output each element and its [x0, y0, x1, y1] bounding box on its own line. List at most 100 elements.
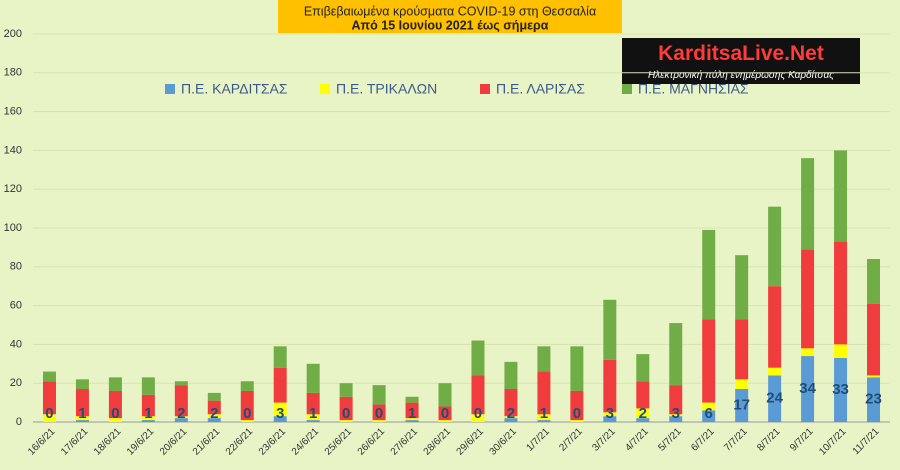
- bar-segment: [669, 414, 683, 417]
- bar-segment: [867, 377, 881, 422]
- data-label: 24: [766, 390, 783, 407]
- bar-segment: [75, 416, 89, 421]
- bar-segment: [570, 390, 584, 421]
- bar-segment: [174, 385, 188, 417]
- data-label: 1: [408, 405, 416, 422]
- bar-segment: [702, 319, 716, 403]
- bar-segment: [75, 379, 89, 390]
- bar-segment: [75, 389, 89, 417]
- bar-segment: [570, 420, 584, 422]
- bar-segment: [339, 383, 353, 397]
- data-label: 3: [672, 405, 680, 422]
- bar-segment: [174, 416, 188, 419]
- bar-segment: [438, 406, 452, 421]
- bar-segment: [504, 389, 518, 417]
- bar-segment: [537, 346, 551, 372]
- bar-segment: [438, 383, 452, 407]
- bar-segment: [108, 390, 122, 419]
- bar-segment: [240, 381, 254, 391]
- y-tick-label: 200: [4, 28, 22, 40]
- y-tick-label: 0: [16, 416, 22, 428]
- y-tick-label: 60: [10, 300, 22, 312]
- bar-segment: [702, 410, 716, 422]
- bar-segment: [240, 390, 254, 421]
- data-label: 2: [639, 405, 647, 422]
- bar-segment: [669, 385, 683, 415]
- bar-segment: [207, 414, 221, 419]
- y-tick-label: 20: [10, 377, 22, 389]
- bar-segment: [471, 414, 485, 422]
- title-box: [278, 0, 622, 33]
- bar-segment: [372, 420, 386, 422]
- data-label: 2: [210, 405, 218, 422]
- bar-segment: [306, 392, 320, 415]
- data-label: 0: [45, 405, 53, 422]
- bar-segment: [75, 420, 89, 422]
- data-label: 2: [507, 405, 515, 422]
- bar-segment: [834, 344, 848, 358]
- data-label: 0: [573, 405, 581, 422]
- bar-segment: [768, 367, 782, 376]
- bar-segment: [735, 379, 749, 390]
- bar-segment: [636, 354, 650, 382]
- data-label: 1: [309, 405, 317, 422]
- legend-swatch: [622, 84, 632, 94]
- logo-text: KarditsaLive.Net: [658, 42, 824, 65]
- bar-segment: [801, 249, 815, 349]
- data-label: 1: [78, 405, 86, 422]
- bar-segment: [735, 255, 749, 320]
- data-label: 0: [243, 405, 251, 422]
- bar-segment: [636, 381, 650, 409]
- bar-segment: [240, 420, 254, 422]
- data-label: 34: [799, 380, 816, 397]
- legend-label: Π.Ε. ΤΡΙΚΑΛΩΝ: [336, 81, 437, 97]
- bar-segment: [735, 389, 749, 422]
- bar-segment: [438, 420, 452, 422]
- bar-segment: [537, 371, 551, 415]
- bar-segment: [636, 408, 650, 419]
- bar-segment: [141, 416, 155, 421]
- bar-segment: [306, 414, 320, 421]
- data-label: 2: [177, 405, 185, 422]
- bar-segment: [801, 158, 815, 250]
- bar-segment: [174, 381, 188, 386]
- bar-segment: [306, 363, 320, 393]
- data-label: 3: [606, 405, 614, 422]
- data-label: 0: [441, 405, 449, 422]
- bar-segment: [702, 229, 716, 320]
- bar-segment: [108, 418, 122, 422]
- chart-title: Επιβεβαιωμένα κρούσματα COVID-19 στη Θεσ…: [304, 4, 596, 18]
- bar-segment: [42, 414, 56, 422]
- bar-segment: [867, 375, 881, 378]
- bar-segment: [174, 418, 188, 422]
- bar-segment: [339, 420, 353, 422]
- bar-segment: [372, 404, 386, 421]
- bar-segment: [42, 371, 56, 382]
- bar-segment: [504, 416, 518, 419]
- legend-swatch: [480, 84, 490, 94]
- legend-label: Π.Ε. ΚΑΡΔΙΤΣΑΣ: [181, 81, 288, 97]
- bar-segment: [702, 402, 716, 411]
- bar-segment: [603, 359, 617, 413]
- y-tick-label: 160: [4, 106, 22, 118]
- bar-segment: [537, 414, 551, 421]
- bar-segment: [273, 402, 287, 417]
- bar-segment: [669, 416, 683, 422]
- bar-segment: [405, 402, 419, 419]
- legend-swatch: [320, 84, 330, 94]
- data-label: 33: [832, 381, 849, 398]
- bar-segment: [471, 375, 485, 415]
- data-label: 23: [865, 391, 882, 408]
- y-tick-label: 80: [10, 261, 22, 273]
- bar-segment: [207, 400, 221, 415]
- data-label: 0: [111, 405, 119, 422]
- bar-segment: [141, 377, 155, 395]
- y-tick-label: 40: [10, 338, 22, 350]
- bar-segment: [768, 375, 782, 422]
- chart-subtitle: Από 15 Ιουνίου 2021 έως σήμερα: [352, 18, 549, 32]
- bar-segment: [273, 367, 287, 403]
- data-label: 0: [474, 405, 482, 422]
- bar-segment: [603, 299, 617, 360]
- data-label: 1: [540, 405, 548, 422]
- data-label: 0: [342, 405, 350, 422]
